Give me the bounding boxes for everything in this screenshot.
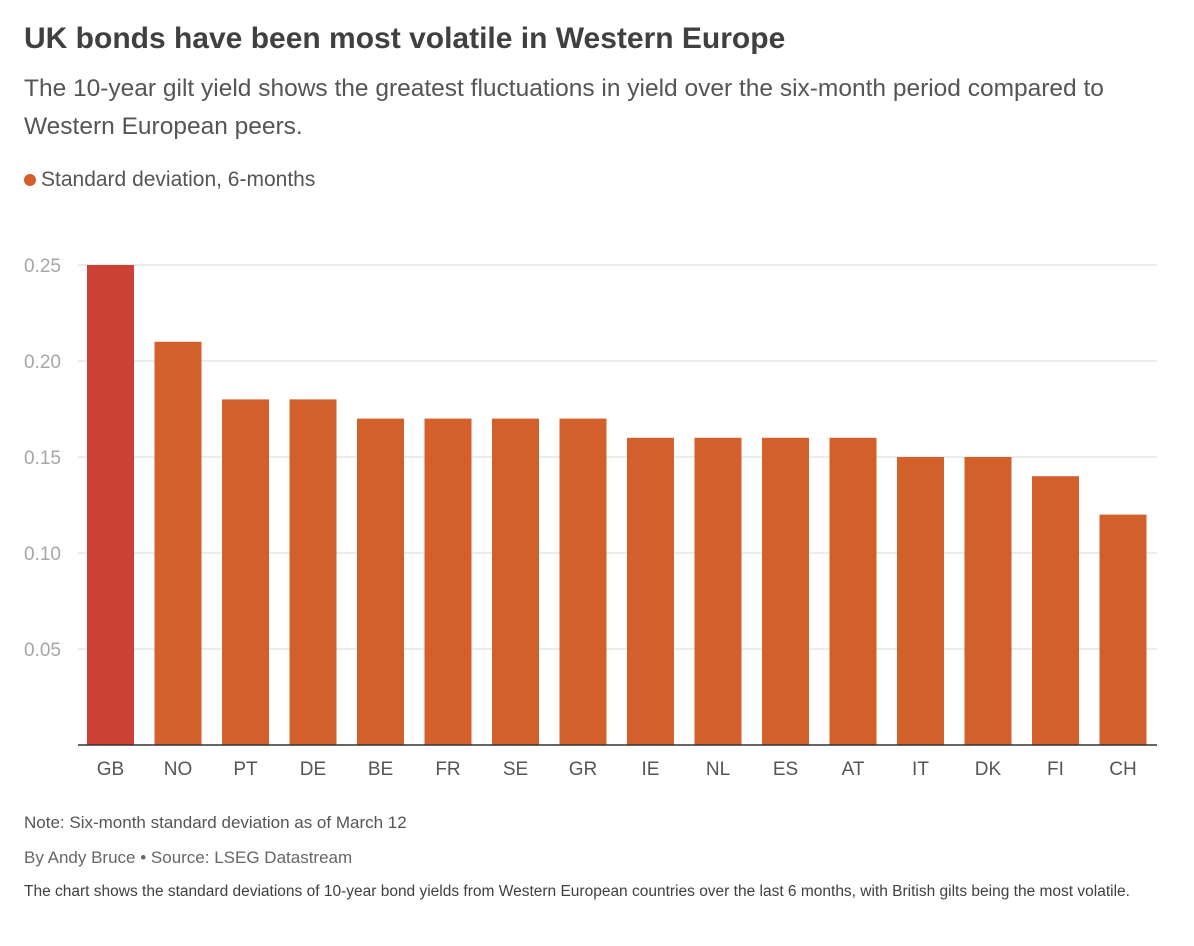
bar-dk — [964, 457, 1012, 745]
y-tick-label: 0.25 — [24, 256, 61, 277]
chart-description: The chart shows the standard deviations … — [24, 883, 1130, 900]
byline: By Andy Bruce • Source: LSEG Datastream — [24, 848, 353, 867]
y-tick-label: 0.20 — [24, 352, 61, 373]
bar-pt — [222, 399, 269, 745]
bars — [87, 265, 1147, 745]
legend-swatch — [24, 174, 36, 186]
bar-ie — [627, 437, 674, 745]
x-tick-label-se: SE — [503, 759, 528, 780]
x-tick-label-fr: FR — [435, 759, 460, 780]
y-tick-label: 0.15 — [24, 448, 61, 469]
x-tick-label-be: BE — [368, 759, 393, 780]
chart-note: Note: Six-month standard deviation as of… — [24, 813, 407, 832]
bar-ch — [1099, 514, 1147, 745]
x-tick-label-nl: NL — [706, 759, 730, 780]
y-tick-label: 0.05 — [24, 640, 61, 661]
bar-nl — [694, 437, 742, 745]
y-axis-ticks: 0.05 0.10 0.15 0.20 0.25 — [24, 256, 61, 661]
x-tick-label-pt: PT — [233, 759, 258, 780]
bar-be — [357, 418, 404, 745]
x-tick-label-de: DE — [300, 759, 326, 780]
bar-no — [154, 341, 202, 745]
bar-gr — [559, 418, 607, 745]
legend: Standard deviation, 6-months — [24, 168, 315, 192]
chart-title: UK bonds have been most volatile in West… — [24, 22, 786, 55]
bar-fi — [1032, 476, 1079, 745]
x-tick-label-at: AT — [842, 759, 865, 780]
x-axis-labels: GB NO PT DE BE FR SE GR IE NL ES AT IT DK FI CH — [97, 759, 1137, 780]
bar-de — [289, 399, 337, 745]
x-tick-label-dk: DK — [975, 759, 1002, 780]
bar-fr — [424, 418, 472, 745]
bar-se — [492, 418, 539, 745]
bar-gb — [87, 265, 134, 745]
x-tick-label-ie: IE — [642, 759, 660, 780]
chart-subtitle: The 10-year gilt yield shows the greates… — [24, 75, 1104, 140]
x-tick-label-fi: FI — [1047, 759, 1064, 780]
x-tick-label-ch: CH — [1109, 759, 1136, 780]
x-tick-label-gr: GR — [569, 759, 598, 780]
x-tick-label-no: NO — [164, 759, 193, 780]
bar-it — [897, 457, 944, 745]
bar-es — [762, 437, 809, 745]
bar-chart: 0.05 0.10 0.15 0.20 0.25 GB NO PT DE BE FR SE GR IE N… — [24, 256, 1157, 780]
x-tick-label-es: ES — [773, 759, 798, 780]
x-tick-label-gb: GB — [97, 759, 124, 780]
legend-label: Standard deviation, 6-months — [41, 168, 316, 191]
y-tick-label: 0.10 — [24, 544, 61, 565]
x-tick-label-it: IT — [912, 759, 929, 780]
bar-at — [829, 437, 877, 745]
